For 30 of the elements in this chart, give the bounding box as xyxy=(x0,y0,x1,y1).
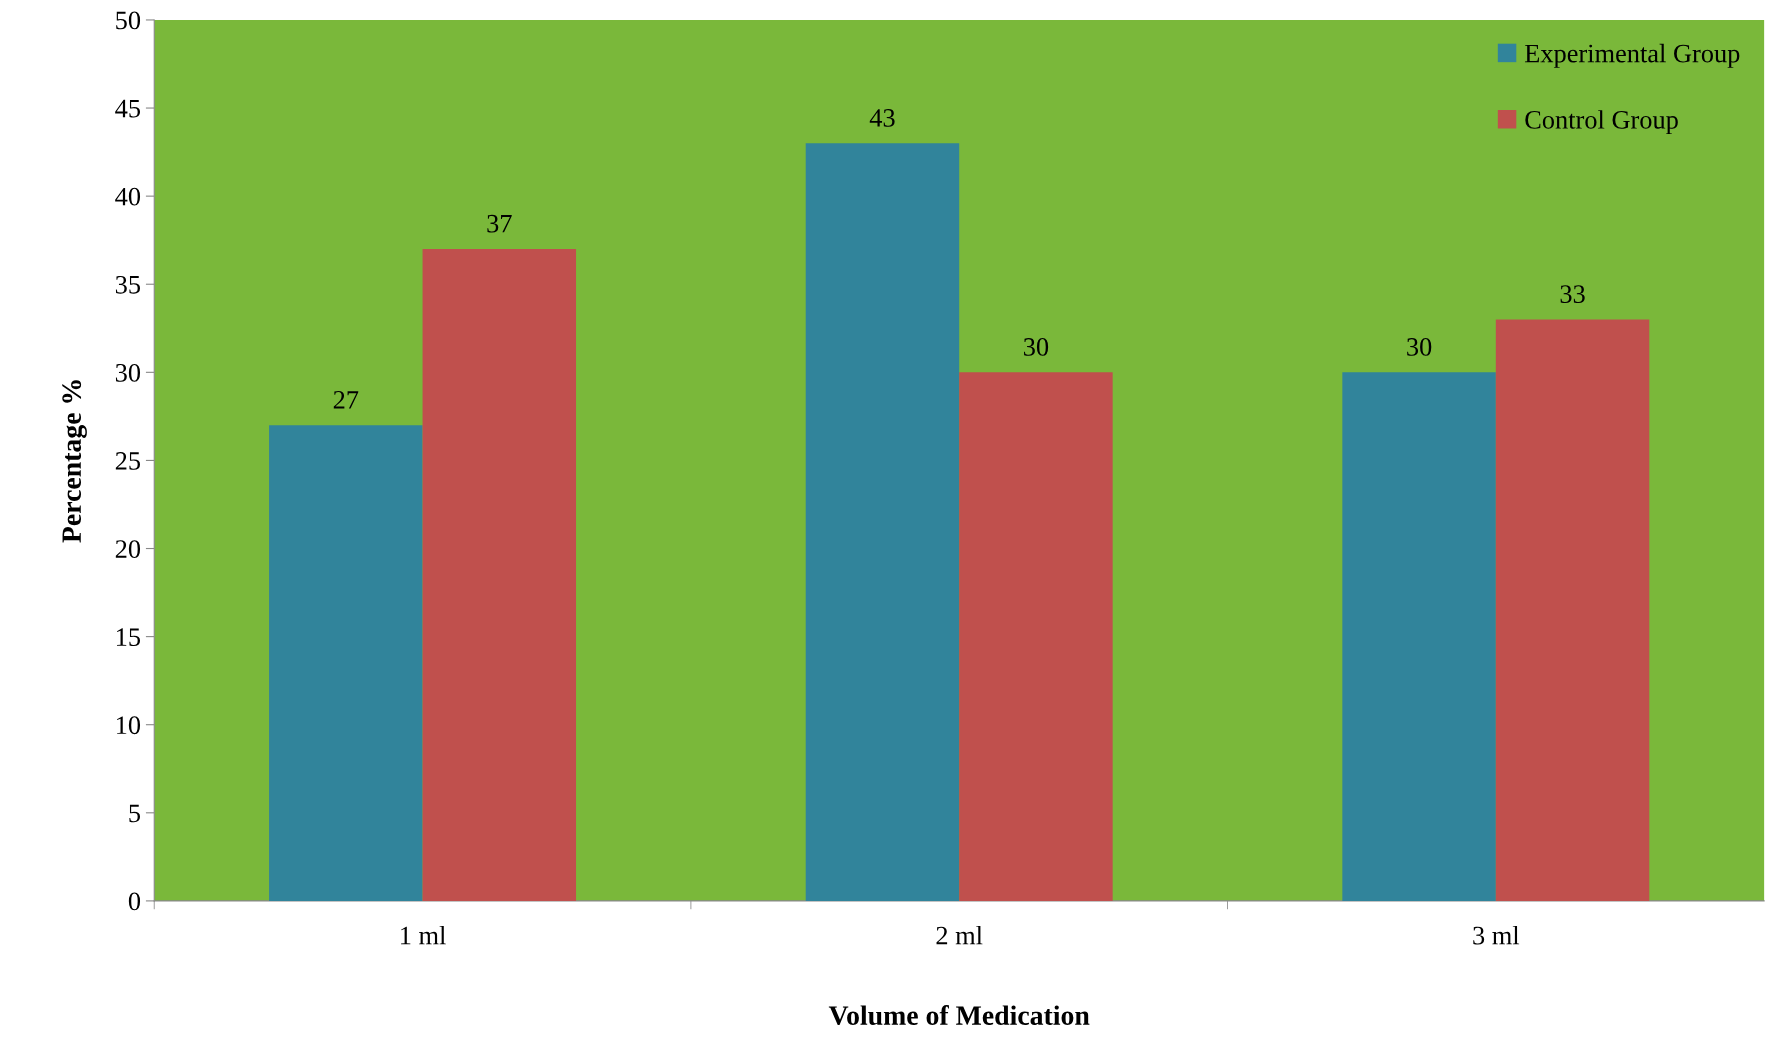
bar xyxy=(1495,319,1650,901)
x-axis-title: Volume of Medication xyxy=(828,1005,1090,1026)
y-tick-label: 0 xyxy=(128,892,141,911)
y-tick-label: 40 xyxy=(115,187,141,206)
bar xyxy=(959,372,1113,901)
x-tick-label: 3 ml xyxy=(1473,925,1520,945)
y-tick-label: 35 xyxy=(115,275,141,294)
data-label: 37 xyxy=(487,214,512,233)
y-tick-label: 15 xyxy=(116,628,141,647)
y-tick-label: 10 xyxy=(116,716,141,735)
y-tick-label: 20 xyxy=(115,540,141,558)
legend-label: Control Group xyxy=(1525,110,1678,135)
data-label: 30 xyxy=(1024,338,1049,356)
bar xyxy=(269,425,423,901)
bar xyxy=(422,249,577,901)
data-label: 43 xyxy=(869,109,895,127)
x-tick-label: 2 ml xyxy=(936,925,983,945)
legend-label: Experimental Group xyxy=(1524,43,1740,68)
data-label: 33 xyxy=(1560,285,1585,303)
y-tick-label: 25 xyxy=(115,452,141,470)
y-tick-label: 5 xyxy=(129,804,141,823)
bar xyxy=(1342,372,1496,901)
y-tick-label: 45 xyxy=(115,99,141,118)
data-label: 30 xyxy=(1407,338,1432,356)
y-tick-label: 30 xyxy=(115,363,141,382)
y-tick-label: 50 xyxy=(116,11,141,30)
bar xyxy=(805,143,960,901)
x-tick-label: 1 ml xyxy=(401,925,446,945)
data-label: 27 xyxy=(333,390,359,409)
y-axis-title: Percentage % xyxy=(62,380,87,543)
